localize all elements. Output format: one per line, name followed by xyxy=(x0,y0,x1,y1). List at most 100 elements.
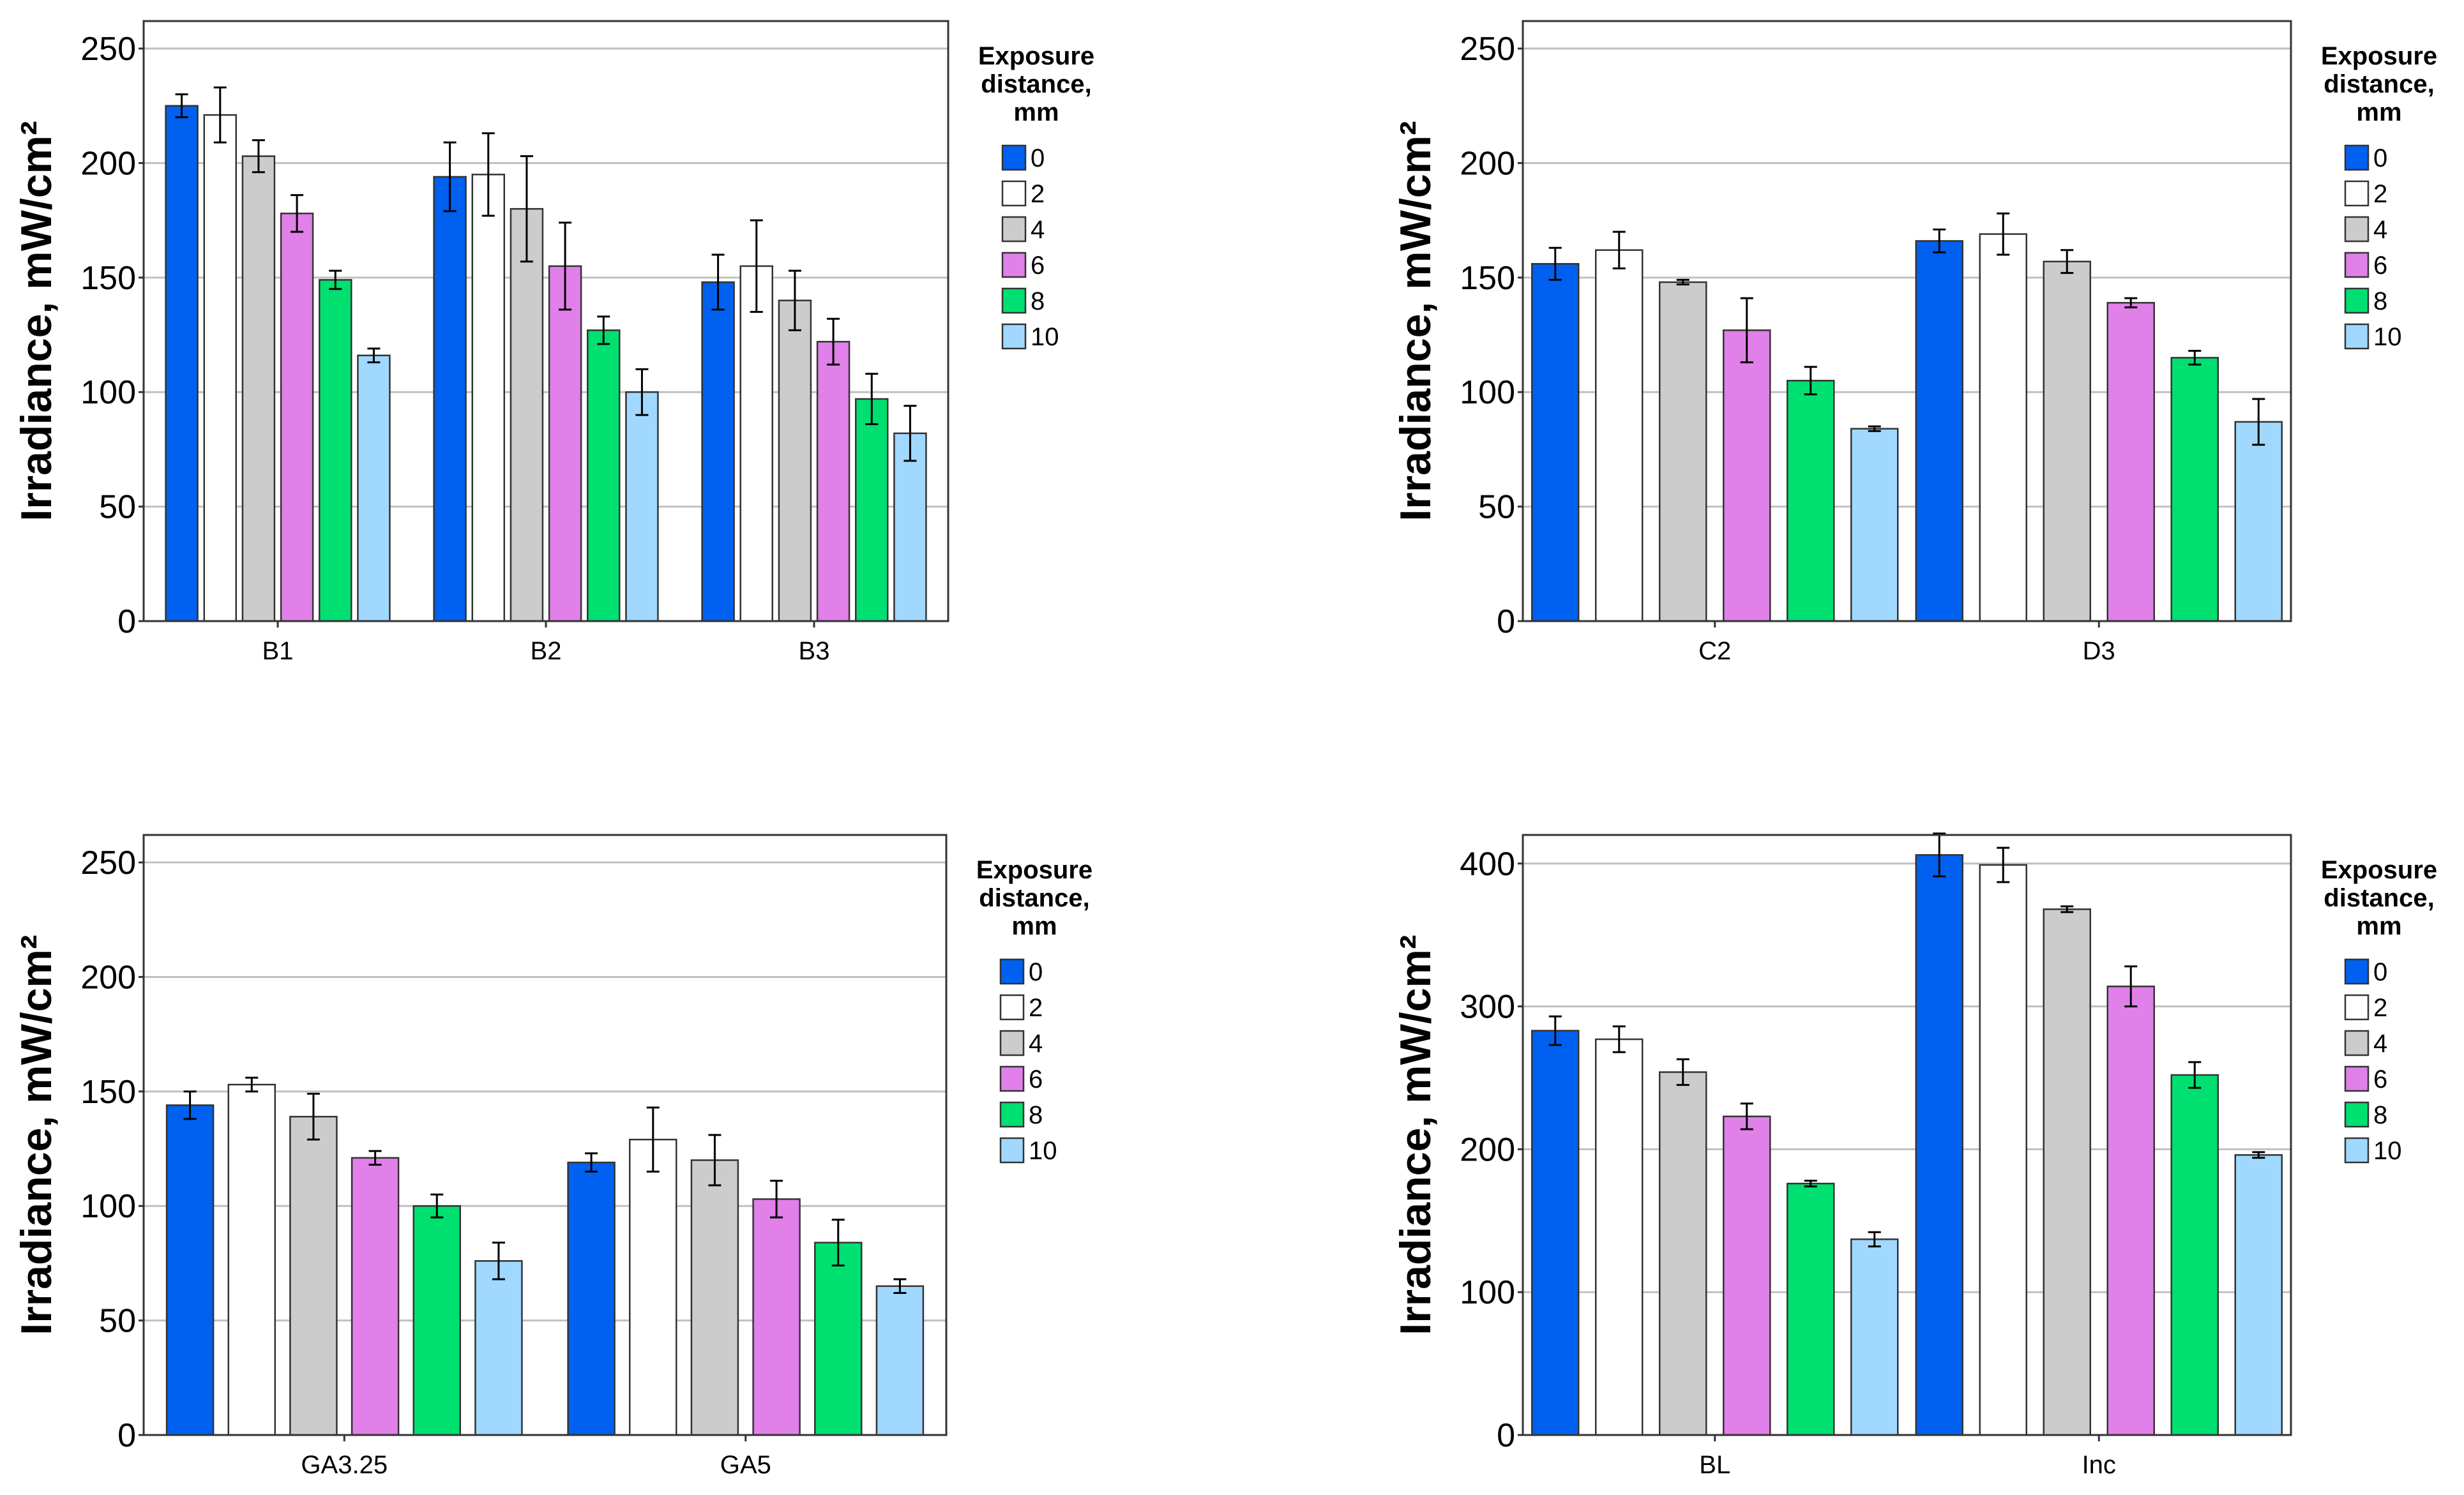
y-tick-label: 200 xyxy=(1460,145,1515,182)
y-tick-label: 400 xyxy=(1460,846,1515,883)
legend-label-6: 6 xyxy=(2373,252,2387,280)
y-tick-label: 100 xyxy=(1460,1274,1515,1311)
error-bar-GA3.25-0 xyxy=(183,1090,197,1120)
x-tick-label: Inc xyxy=(2082,1451,2116,1479)
error-bar-B1-4 xyxy=(252,139,265,174)
legend-label-4: 4 xyxy=(2373,1030,2387,1058)
legend-swatch-0 xyxy=(1001,144,1027,171)
bar-B1-2 xyxy=(203,114,237,622)
error-bar-C2-8 xyxy=(1804,366,1817,396)
error-bar-GA5-6 xyxy=(770,1180,783,1219)
y-tick-label: 150 xyxy=(1460,260,1515,297)
error-bar-B2-2 xyxy=(481,132,495,217)
error-bar-D3-0 xyxy=(1933,228,1946,253)
bar-B2-4 xyxy=(510,207,544,622)
bar-GA5-8 xyxy=(814,1242,863,1436)
error-bar-B3-0 xyxy=(711,253,725,311)
legend-title-line: Exposure xyxy=(2321,42,2437,70)
y-tick-label: 200 xyxy=(80,959,136,996)
bar-Inc-4 xyxy=(2043,908,2091,1436)
legend-swatch-10 xyxy=(2344,1137,2370,1164)
legend-title-line: Exposure xyxy=(976,856,1092,884)
bar-B2-2 xyxy=(471,174,505,622)
bar-D3-10 xyxy=(2234,421,2283,622)
legend-label-0: 0 xyxy=(2373,144,2387,172)
error-bar-B1-10 xyxy=(367,347,381,364)
legend-swatch-8 xyxy=(999,1101,1025,1128)
error-bar-B2-4 xyxy=(520,155,533,263)
bar-BL-10 xyxy=(1850,1238,1899,1436)
y-tick-label: 0 xyxy=(1497,1417,1515,1454)
bar-B1-6 xyxy=(280,213,314,622)
error-bar-GA3.25-2 xyxy=(245,1076,259,1093)
error-bar-B1-8 xyxy=(329,269,342,290)
legend-label-4: 4 xyxy=(1029,1030,1043,1058)
y-tick-label: 100 xyxy=(1460,374,1515,411)
bar-GA3.25-10 xyxy=(474,1260,523,1436)
bar-GA5-10 xyxy=(875,1285,925,1436)
legend-swatch-6 xyxy=(999,1065,1025,1092)
bar-Inc-0 xyxy=(1915,854,1963,1436)
legend-swatch-4 xyxy=(1001,216,1027,243)
bar-GA3.25-2 xyxy=(227,1083,276,1436)
legend-title-line: distance, xyxy=(981,70,1091,98)
y-tick-label: 300 xyxy=(1460,989,1515,1026)
legend-swatch-6 xyxy=(1001,252,1027,278)
bar-D3-6 xyxy=(2106,302,2155,622)
error-bar-D3-4 xyxy=(2060,249,2074,274)
error-bar-B1-2 xyxy=(213,86,227,144)
bar-GA3.25-8 xyxy=(412,1205,461,1436)
error-bar-Inc-6 xyxy=(2124,965,2138,1008)
legend-swatch-10 xyxy=(1001,323,1027,350)
error-bar-GA5-4 xyxy=(708,1134,722,1187)
legend-label-10: 10 xyxy=(1031,323,1059,351)
legend-swatch-0 xyxy=(2344,144,2370,171)
bar-BL-4 xyxy=(1659,1071,1707,1436)
legend-label-6: 6 xyxy=(2373,1065,2387,1093)
error-bar-Inc-8 xyxy=(2188,1061,2202,1089)
bar-C2-4 xyxy=(1659,281,1707,622)
error-bar-GA3.25-8 xyxy=(430,1193,444,1219)
y-axis-title: Irradiance, mW/cm² xyxy=(12,935,61,1335)
y-tick-label: 200 xyxy=(80,145,136,182)
legend-label-0: 0 xyxy=(1029,958,1043,986)
error-bar-B2-10 xyxy=(635,368,649,416)
legend-title-line: mm xyxy=(2356,912,2401,940)
bar-B3-4 xyxy=(778,299,812,622)
y-axis-title: Irradiance, mW/cm² xyxy=(1391,121,1440,521)
legend-label-10: 10 xyxy=(1029,1137,1057,1165)
error-bar-C2-10 xyxy=(1868,425,1881,432)
bar-Inc-6 xyxy=(2106,985,2155,1436)
y-tick-label: 250 xyxy=(80,845,136,882)
y-tick-label: 200 xyxy=(1460,1131,1515,1168)
x-tick-label: C2 xyxy=(1698,637,1731,665)
error-bar-GA3.25-4 xyxy=(306,1092,320,1141)
y-tick-label: 50 xyxy=(99,489,136,526)
legend-title-line: mm xyxy=(2356,98,2401,126)
bar-C2-10 xyxy=(1850,428,1899,622)
legend-title-line: distance, xyxy=(2324,884,2434,912)
legend-swatch-8 xyxy=(2344,287,2370,314)
error-bar-B3-6 xyxy=(827,317,840,366)
bar-B1-8 xyxy=(319,279,352,622)
bar-Inc-2 xyxy=(1979,864,2027,1436)
y-tick-label: 100 xyxy=(80,1188,136,1225)
error-bar-GA5-2 xyxy=(646,1106,660,1173)
error-bar-C2-0 xyxy=(1548,246,1562,281)
error-bar-GA5-0 xyxy=(585,1152,598,1173)
legend-label-10: 10 xyxy=(2373,1137,2402,1165)
error-bar-C2-4 xyxy=(1676,278,1689,286)
legend-title-line: Exposure xyxy=(2321,856,2437,884)
bar-B2-0 xyxy=(433,176,467,622)
bar-B2-10 xyxy=(625,391,659,622)
legend-label-4: 4 xyxy=(2373,216,2387,244)
x-tick-label: B2 xyxy=(531,637,562,665)
error-bar-BL-10 xyxy=(1868,1231,1881,1248)
x-tick-label: GA5 xyxy=(720,1451,771,1479)
